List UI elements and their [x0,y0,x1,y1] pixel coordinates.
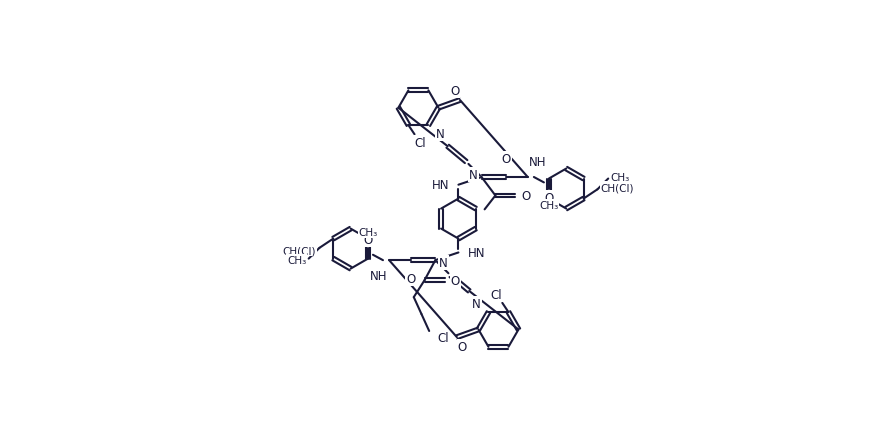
Text: HN: HN [432,179,449,192]
Text: O: O [450,85,459,98]
Text: O: O [450,274,460,287]
Text: Cl: Cl [437,331,449,344]
Text: CH₃: CH₃ [539,201,559,211]
Text: O: O [457,341,467,353]
Text: N: N [469,169,478,181]
Text: CH(Cl): CH(Cl) [601,183,634,193]
Text: N: N [439,257,448,270]
Text: O: O [545,191,554,204]
Text: O: O [522,190,530,203]
Text: O: O [406,273,416,286]
Text: NH: NH [530,155,546,169]
Text: Cl: Cl [415,136,426,150]
Text: CH₃: CH₃ [611,172,630,183]
Text: CH(Cl): CH(Cl) [283,246,316,255]
Text: Cl: Cl [490,289,502,301]
Text: HN: HN [467,246,485,259]
Text: CH₃: CH₃ [359,227,377,237]
Text: N: N [473,298,481,310]
Text: N: N [436,128,445,141]
Text: O: O [502,152,511,165]
Text: CH₃: CH₃ [287,255,306,266]
Text: O: O [363,234,373,247]
Text: NH: NH [370,270,388,283]
